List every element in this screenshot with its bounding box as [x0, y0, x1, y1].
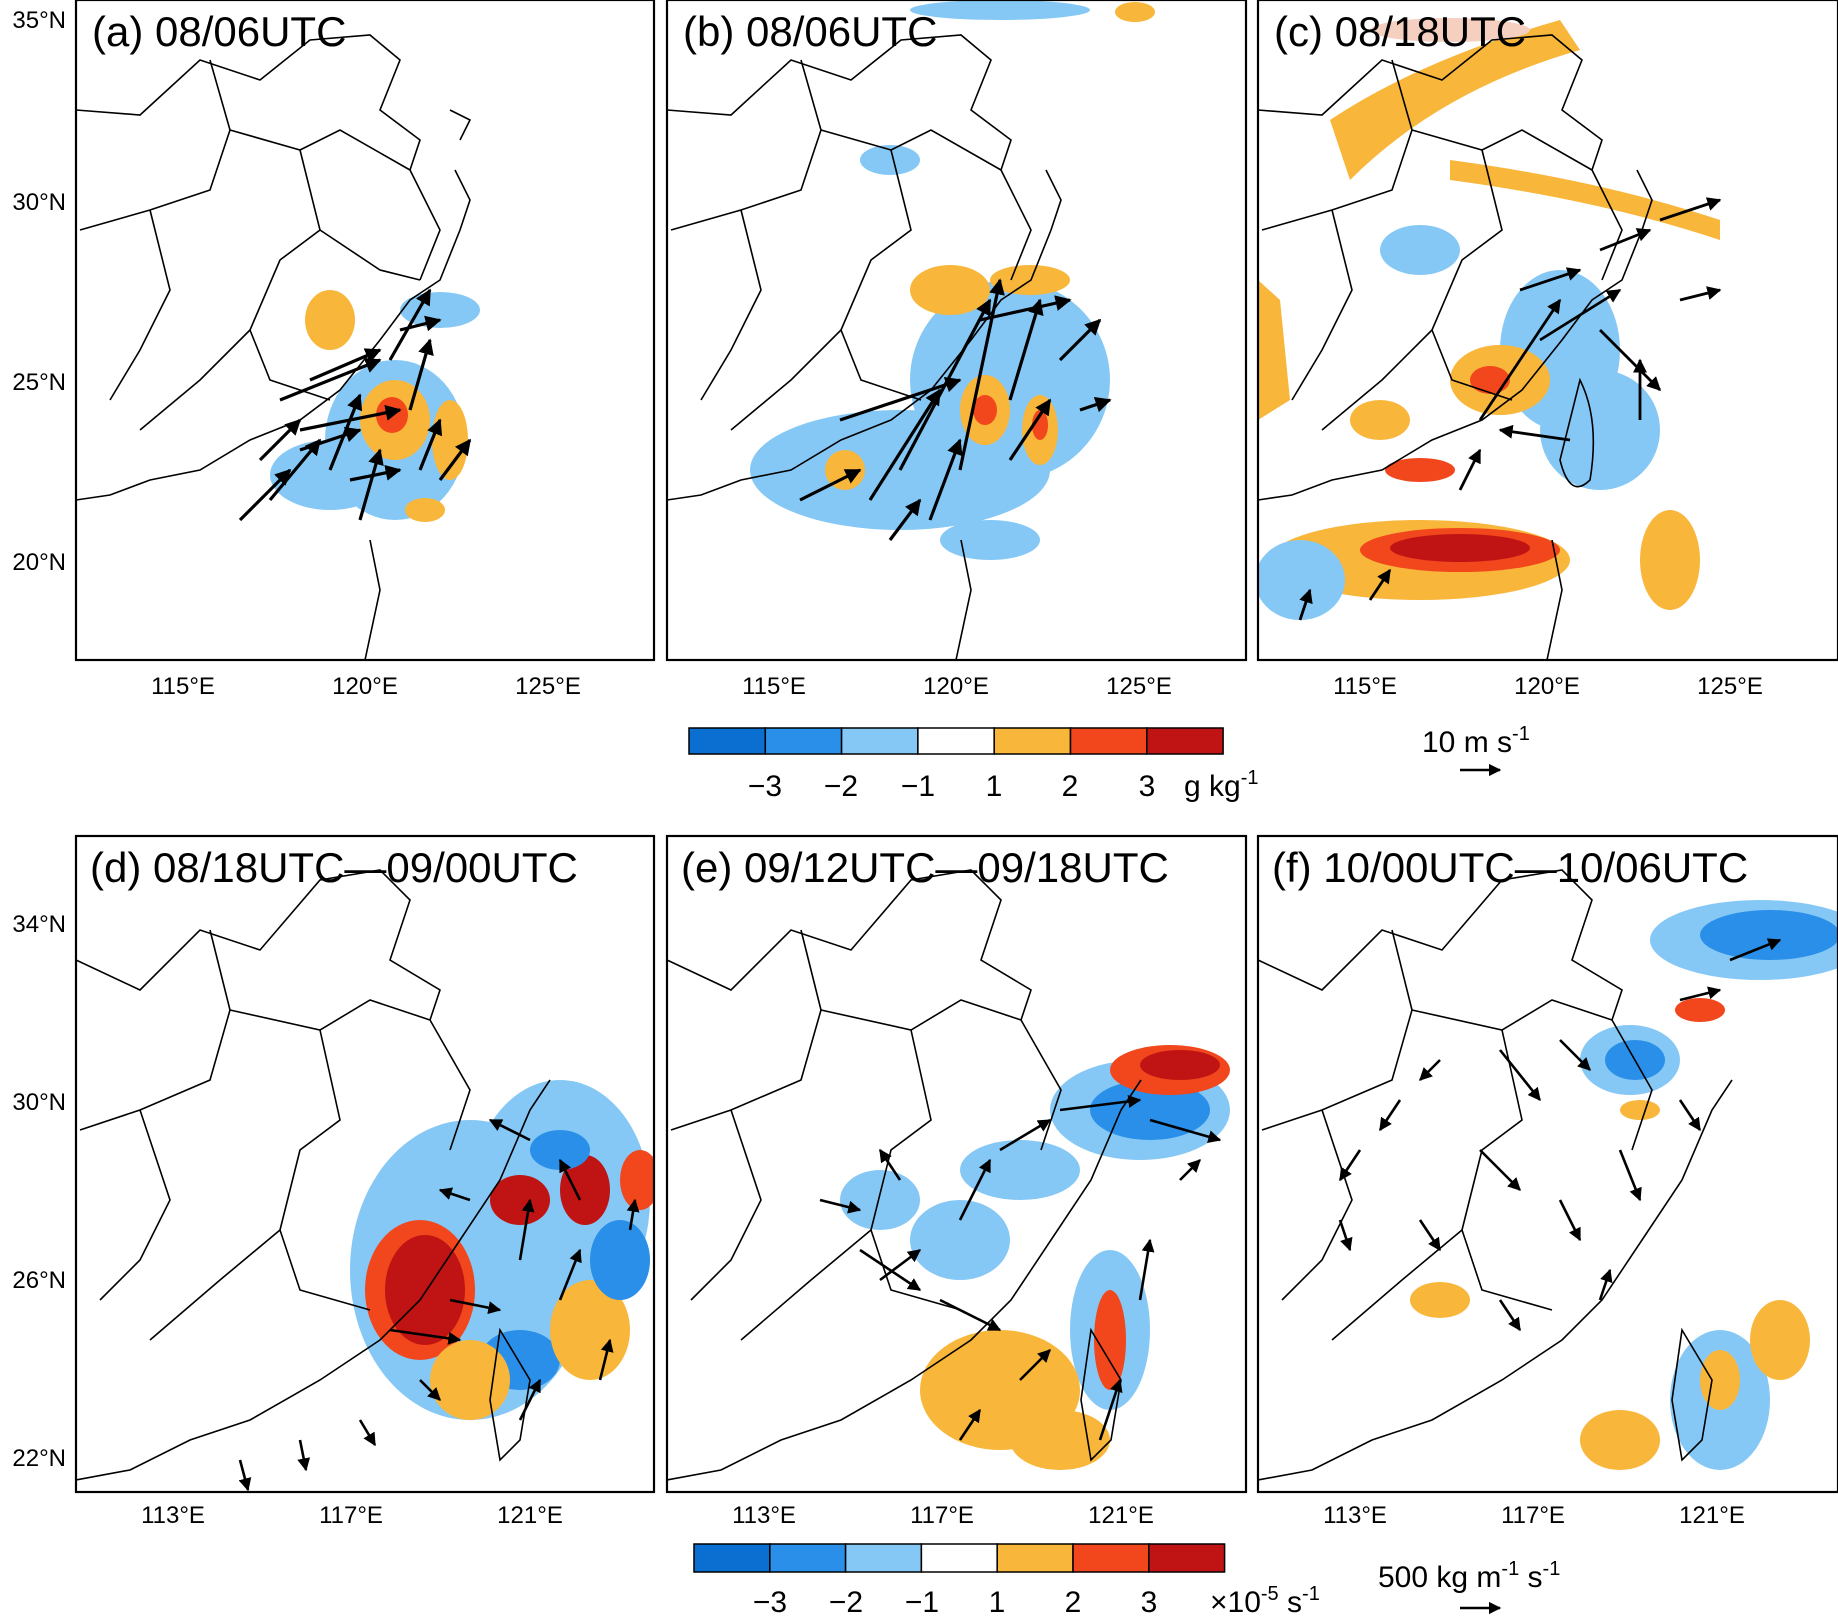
lon-label: 120°E [923, 673, 989, 700]
panel-title: (c) 08/18UTC [1274, 8, 1526, 55]
colorbar-swatch [1146, 727, 1224, 755]
panel-c: (c) 08/18UTC [1256, 0, 1838, 662]
colorbar-label: −3 [753, 1586, 787, 1618]
lon-label: 125°E [1106, 673, 1172, 700]
lon-label: 120°E [332, 673, 398, 700]
colorbar-label: 1 [989, 1586, 1006, 1618]
reference-vector-label: 10 m s-1 [1422, 723, 1530, 759]
shading-e [840, 1045, 1230, 1470]
lat-label: 26°N [12, 1267, 66, 1294]
lon-label: 117°E [319, 1502, 383, 1529]
colorbar-label: 1 [986, 770, 1003, 803]
lon-label: 113°E [141, 1502, 205, 1529]
lat-label: 25°N [12, 369, 66, 396]
shading-f [1410, 900, 1838, 1470]
lat-label: 35°N [12, 7, 66, 34]
shading-d [350, 1080, 654, 1420]
colorbar-unit: g kg-1 [1184, 767, 1259, 803]
panel-title: (a) 08/06UTC [92, 8, 346, 55]
shading-c [1258, 18, 1720, 620]
colorbar-label: −1 [901, 770, 935, 803]
row1-lon-labels: 115°E 120°E 125°E 115°E 120°E 125°E 115°… [151, 673, 1763, 700]
colorbar-label: 2 [1065, 1586, 1082, 1618]
vectors-d [238, 1118, 640, 1492]
colorbar-label: 3 [1141, 1586, 1158, 1618]
vectors-f [1338, 938, 1782, 1332]
panel-title: (b) 08/06UTC [683, 8, 937, 55]
reference-vector-top: 10 m s-1 [1422, 723, 1530, 777]
panel-title: (e) 09/12UTC—09/18UTC [681, 844, 1169, 891]
colorbar-swatch [920, 1543, 998, 1573]
lat-label: 34°N [12, 911, 66, 938]
colorbar-swatch [1072, 1543, 1150, 1573]
panel-d: (d) 08/18UTC—09/00UTC [74, 834, 656, 1494]
colorbar-boxes [693, 1543, 1226, 1573]
colorbar-swatch [769, 1543, 847, 1573]
colorbar-swatch [688, 727, 767, 755]
lon-label: 125°E [515, 673, 581, 700]
panel-title: (f) 10/00UTC—10/06UTC [1272, 844, 1748, 891]
lon-label: 115°E [1333, 673, 1397, 700]
colorbar-label: −1 [905, 1586, 939, 1618]
panel-b: (b) 08/06UTC [665, 0, 1248, 662]
lon-label: 121°E [497, 1502, 563, 1529]
colorbar-swatch [1069, 727, 1148, 755]
lon-label: 120°E [1514, 673, 1580, 700]
panel-f: (f) 10/00UTC—10/06UTC [1256, 834, 1838, 1494]
boundaries-d [76, 869, 551, 1481]
row1-lat-labels: 35°N 30°N 25°N 20°N [12, 7, 66, 576]
lat-label: 20°N [12, 549, 66, 576]
colorbar-swatch [840, 727, 919, 755]
lon-label: 113°E [1323, 1502, 1387, 1529]
lon-label: 121°E [1088, 1502, 1154, 1529]
colorbar-swatch [917, 727, 995, 755]
colorbar-swatch [1148, 1543, 1226, 1573]
lon-label: 115°E [151, 673, 215, 700]
vectors-e [819, 1095, 1222, 1441]
colorbar-swatch [693, 1543, 771, 1573]
colorbar-label: 3 [1139, 770, 1156, 803]
panel-e: (e) 09/12UTC—09/18UTC [665, 834, 1248, 1494]
colorbar-boxes [688, 727, 1224, 755]
shading-b [750, 0, 1155, 560]
panel-a: (a) 08/06UTC [74, 0, 656, 662]
vectors-c [1298, 197, 1722, 621]
colorbar-swatch [993, 727, 1072, 755]
colorbar-label: −2 [824, 770, 858, 803]
panel-title: (d) 08/18UTC—09/00UTC [90, 844, 578, 891]
reference-vector-bottom: 500 kg m-1 s-1 [1378, 1558, 1560, 1615]
vectors-b [799, 278, 1112, 541]
lat-label: 30°N [12, 1089, 66, 1116]
lon-label: 125°E [1697, 673, 1763, 700]
lon-label: 121°E [1679, 1502, 1745, 1529]
lon-label: 117°E [910, 1502, 974, 1529]
colorbar-swatch [844, 1543, 923, 1573]
boundaries-f [1258, 869, 1733, 1481]
vectors-a [238, 288, 472, 522]
lon-label: 117°E [1501, 1502, 1565, 1529]
colorbar-swatch [764, 727, 843, 755]
row2-lat-labels: 34°N 30°N 26°N 22°N [12, 911, 66, 1472]
lon-label: 115°E [742, 673, 806, 700]
lat-label: 30°N [12, 189, 66, 216]
colorbar-label: −2 [829, 1586, 863, 1618]
colorbar-label: 2 [1062, 770, 1079, 803]
colorbar-label: −3 [748, 770, 782, 803]
colorbar-swatch [996, 1543, 1074, 1573]
colorbar-top: −3 −2 −1 1 2 3 g kg-1 [688, 727, 1259, 803]
lat-label: 22°N [12, 1445, 66, 1472]
colorbar-bottom: −3 −2 −1 1 2 3 ×10-5 s-1 [693, 1543, 1320, 1618]
row2-lon-labels: 113°E 117°E 121°E 113°E 117°E 121°E 113°… [141, 1502, 1745, 1529]
shading-a [270, 290, 480, 522]
colorbar-unit: ×10-5 s-1 [1210, 1583, 1320, 1618]
boundaries-a [76, 34, 472, 660]
reference-vector-label: 500 kg m-1 s-1 [1378, 1558, 1560, 1594]
lon-label: 113°E [732, 1502, 796, 1529]
boundaries-e [667, 869, 1142, 1481]
